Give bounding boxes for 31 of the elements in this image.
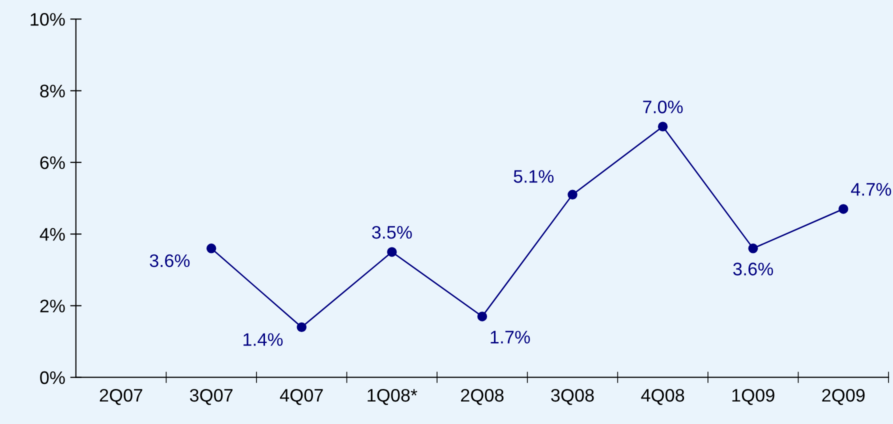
x-tick-label: 4Q07 [280,388,323,405]
y-tick-label: 10% [30,13,65,26]
x-tick-label: 2Q07 [100,388,142,405]
data-label: 1.7% [490,330,530,344]
x-tick-label: 3Q08 [551,388,594,405]
y-tick-label: 6% [40,156,65,170]
y-tick-label: 2% [40,300,65,312]
x-tick-label: 2Q08 [461,388,504,405]
point [206,244,216,254]
data-label: 3.6% [733,262,774,276]
x-tick-label: 2Q09 [822,388,865,405]
point [387,247,397,257]
point [568,190,578,200]
data-label: 3.6% [150,254,190,268]
x-tick-label: 1Q08* [368,388,418,405]
data-label: 7.0% [643,100,683,114]
data-label: 1.4% [244,333,283,346]
point [296,322,306,332]
data-label: 5.1% [514,170,554,183]
x-tick-label: 3Q07 [190,388,233,405]
x-tick-label: 1Q09 [732,388,774,405]
x-tick-label: 4Q08 [641,388,684,405]
point [477,312,488,322]
point [658,122,668,132]
data-label: 4.7% [851,183,892,196]
y-tick-label: 0% [40,371,65,384]
y-tick-label: 4% [40,228,65,241]
data-label: 3.5% [372,226,412,239]
point [748,244,758,254]
y-tick-label: 8% [40,84,65,98]
point [838,204,848,214]
